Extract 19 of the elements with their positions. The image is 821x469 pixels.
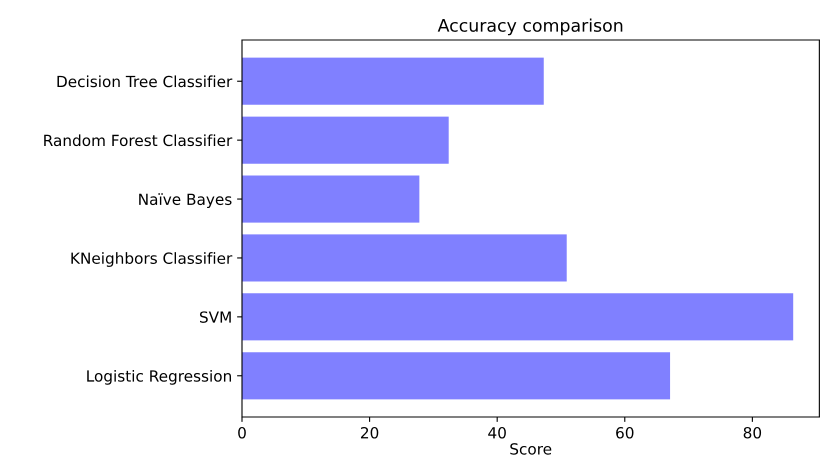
bar (242, 175, 420, 223)
y-tick-label: KNeighbors Classifier (71, 252, 232, 267)
bar (242, 116, 449, 164)
y-tick-label: SVM (200, 311, 231, 323)
bar (242, 352, 670, 400)
bar (242, 293, 794, 340)
y-tick-label: Naïve Bayes (139, 193, 232, 208)
x-tick-label: 60 (616, 426, 634, 439)
bar (242, 234, 567, 282)
x-tick-label: 40 (488, 426, 506, 439)
y-tick-label: Random Forest Classifier (44, 134, 232, 146)
x-tick-label: 80 (744, 426, 762, 439)
chart-title: Accuracy comparison (438, 18, 622, 36)
y-tick-label: Logistic Regression (87, 370, 231, 385)
x-tick-label: 20 (360, 426, 378, 439)
bar (242, 58, 544, 105)
x-tick-label: 0 (238, 426, 246, 439)
y-tick-label: Decision Tree Classifier (57, 75, 232, 88)
x-axis-title: Score (510, 443, 552, 455)
